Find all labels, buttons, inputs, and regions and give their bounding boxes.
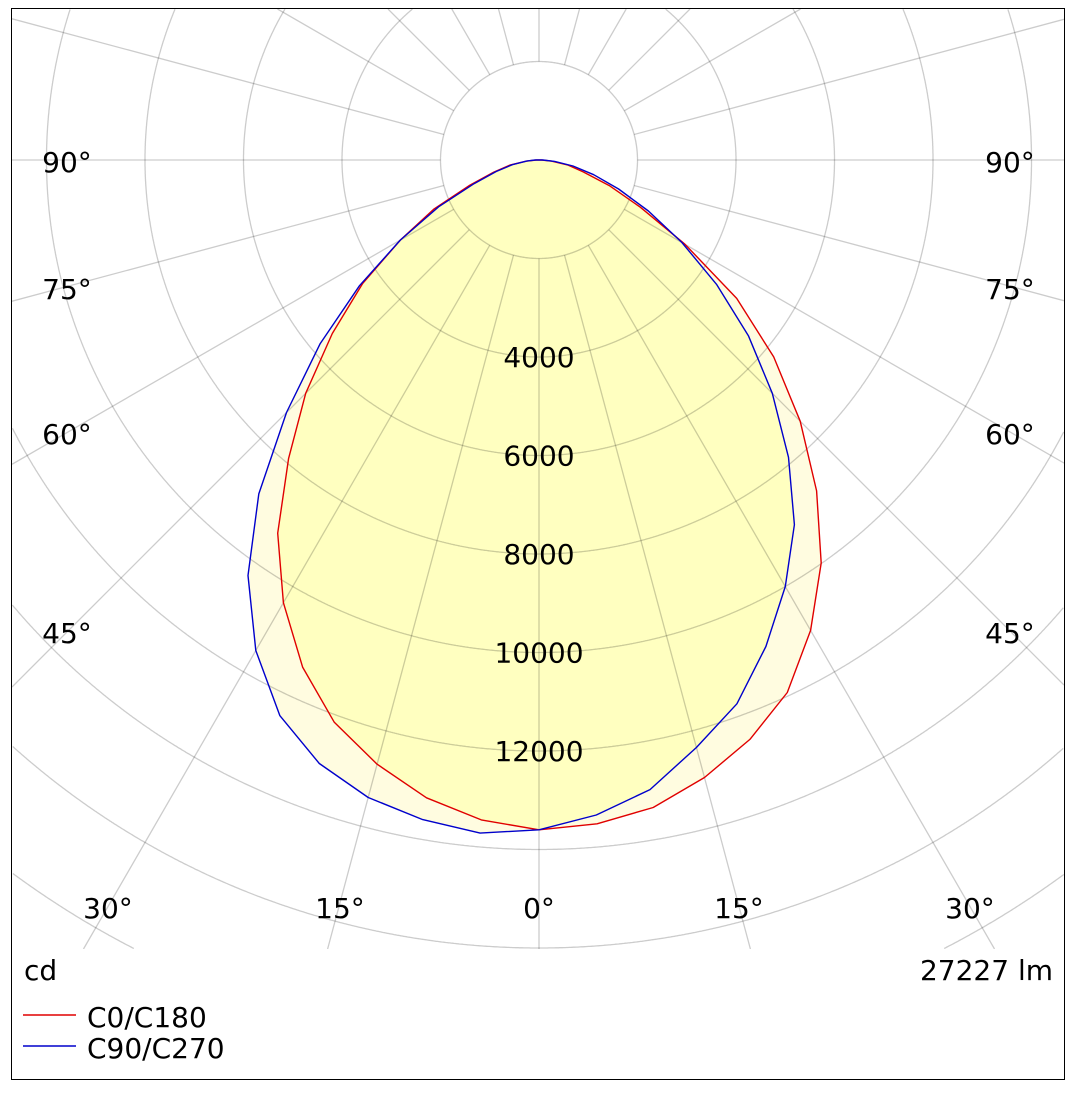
angle-label-right-90: 90° <box>985 146 1035 179</box>
curve-c90-c270 <box>247 159 796 834</box>
grid-spoke-120 <box>623 9 801 112</box>
grid-spoke-135 <box>608 9 691 91</box>
luminous-flux-label: 27227 lm <box>920 954 1053 987</box>
legend-label-c90-c270: C90/C270 <box>87 1032 225 1065</box>
radial-label-8000: 8000 <box>503 538 574 571</box>
grid-spoke-60 <box>623 208 1064 464</box>
angle-label-bottom-30-left: 30° <box>83 892 133 925</box>
grid-spoke-300 <box>12 208 455 465</box>
angle-label-left-45: 45° <box>42 617 92 650</box>
grid-spoke-210 <box>451 9 491 76</box>
grid-ring-2000 <box>439 60 639 260</box>
grid-ring-4000 <box>341 9 737 358</box>
grid-spoke-255 <box>12 18 445 136</box>
grid-spoke-225 <box>387 9 470 91</box>
grid-spoke-30 <box>587 244 996 949</box>
radial-label-10000: 10000 <box>494 637 583 670</box>
angle-label-right-60: 60° <box>985 418 1035 451</box>
grid-spoke-195 <box>497 9 515 66</box>
angle-label-bottom-15-left: 15° <box>315 892 365 925</box>
grid-ring-6000 <box>242 9 836 457</box>
grid-spoke-105 <box>633 18 1064 136</box>
grid-spoke-45 <box>608 229 1064 686</box>
intensity-curves <box>247 159 822 834</box>
angle-label-bottom-15-right: 15° <box>714 892 764 925</box>
radial-label-4000: 4000 <box>503 341 574 374</box>
radial-label-6000: 6000 <box>503 440 574 473</box>
grid-spoke-330 <box>82 244 491 949</box>
grid-spoke-15 <box>563 254 752 949</box>
fill-overlap <box>277 160 795 830</box>
unit-label: cd <box>24 954 57 987</box>
grid-ring-16000 <box>12 745 1064 949</box>
grid-ring-14000 <box>12 604 1064 851</box>
grid-spoke-345 <box>326 254 515 949</box>
grid-ring-12000 <box>12 427 1064 752</box>
grid-ring-10000 <box>45 9 1033 654</box>
radial-tick-labels: 4000 6000 8000 10000 12000 <box>494 341 583 768</box>
angle-label-right-45: 45° <box>985 617 1035 650</box>
intensity-fills <box>248 160 822 834</box>
grid-spoke-75 <box>633 184 1064 302</box>
grid-ring-18000 <box>12 872 1064 949</box>
grid-spoke-285 <box>12 184 445 302</box>
grid-spoke-315 <box>12 229 470 688</box>
angle-label-left-60: 60° <box>42 418 92 451</box>
legend-label-c0-c180: C0/C180 <box>87 1001 207 1034</box>
grid-spoke-240 <box>277 9 455 112</box>
angle-label-bottom-30-right: 30° <box>945 892 995 925</box>
radial-label-12000: 12000 <box>494 735 583 768</box>
angle-label-right-75: 75° <box>985 273 1035 306</box>
angle-label-bottom-0: 0° <box>523 892 555 925</box>
grid-spoke-165 <box>563 9 581 66</box>
grid-spoke-150 <box>587 9 627 76</box>
angle-label-left-75: 75° <box>42 273 92 306</box>
polar-grid <box>12 9 1064 949</box>
grid-ring-8000 <box>144 9 934 555</box>
angle-label-left-90: 90° <box>42 146 92 179</box>
